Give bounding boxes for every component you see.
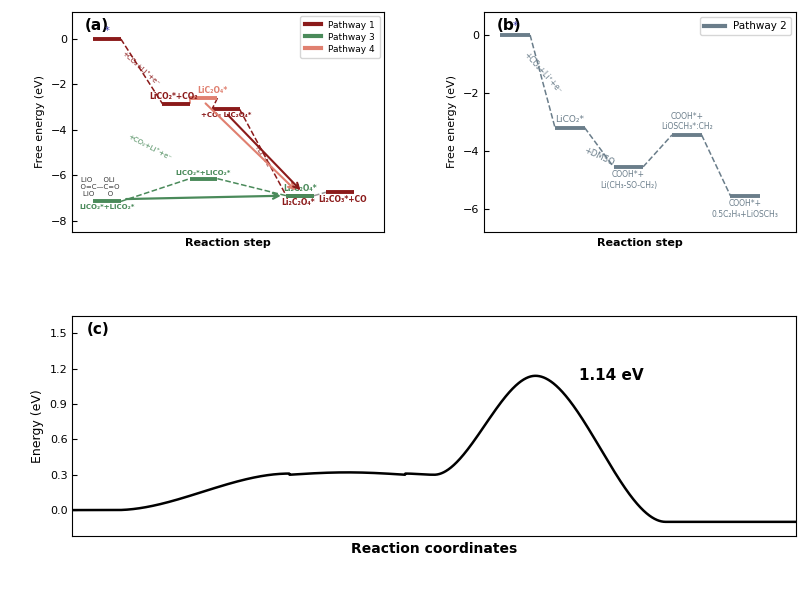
Text: LiCO₂*+CO₂: LiCO₂*+CO₂: [149, 92, 198, 101]
Legend: Pathway 2: Pathway 2: [699, 17, 790, 35]
Text: +CO₂+Li⁺+e⁻: +CO₂+Li⁺+e⁻: [120, 50, 161, 87]
Text: LiO     OLi
  O=C—C=O
LiO      O: LiO OLi O=C—C=O LiO O: [76, 177, 120, 197]
Y-axis label: Free energy (eV): Free energy (eV): [35, 75, 46, 168]
Text: COOH*+
LiOSCH₃*:CH₂: COOH*+ LiOSCH₃*:CH₂: [660, 112, 711, 131]
Text: *: *: [512, 21, 517, 31]
Legend: Pathway 1, Pathway 3, Pathway 4: Pathway 1, Pathway 3, Pathway 4: [300, 16, 379, 58]
Text: LiCO₂*+LiCO₂*: LiCO₂*+LiCO₂*: [176, 170, 231, 176]
X-axis label: Reaction step: Reaction step: [185, 237, 271, 247]
Text: COOH*+
Li(CH₃-SO-CH₂): COOH*+ Li(CH₃-SO-CH₂): [599, 170, 656, 190]
Text: LiCO₂*: LiCO₂*: [555, 115, 584, 124]
Text: LiC₂O₄*: LiC₂O₄*: [197, 87, 227, 95]
Text: +CO₂+Li⁺+e⁻: +CO₂+Li⁺+e⁻: [126, 134, 172, 162]
X-axis label: Reaction step: Reaction step: [597, 237, 682, 247]
Text: (a): (a): [85, 18, 109, 34]
Y-axis label: Free energy (eV): Free energy (eV): [446, 75, 457, 168]
Text: Li₂C₂O₄*: Li₂C₂O₄*: [280, 198, 314, 207]
Text: COOH*+
0.5C₂H₄+LiOSCH₃: COOH*+ 0.5C₂H₄+LiOSCH₃: [711, 199, 778, 219]
X-axis label: Reaction coordinates: Reaction coordinates: [351, 541, 516, 555]
Text: +CO₂ LiC₂O₄*: +CO₂ LiC₂O₄*: [201, 112, 251, 118]
Text: +DMSO: +DMSO: [581, 145, 615, 168]
Text: (b): (b): [496, 18, 520, 34]
Text: Li₂CO₃*+CO: Li₂CO₃*+CO: [317, 195, 366, 204]
Text: +Li⁺+e⁻: +Li⁺+e⁻: [252, 143, 273, 171]
Text: Li₂C₂O₄*: Li₂C₂O₄*: [283, 184, 316, 193]
Text: LiCO₂*+LiCO₂*: LiCO₂*+LiCO₂*: [79, 204, 135, 210]
Text: +CO₂+Li⁺+e⁻: +CO₂+Li⁺+e⁻: [521, 50, 563, 95]
Y-axis label: Energy (eV): Energy (eV): [31, 389, 44, 463]
Text: *: *: [104, 27, 109, 37]
Text: 1.14 eV: 1.14 eV: [578, 368, 642, 383]
Text: (c): (c): [87, 322, 109, 337]
